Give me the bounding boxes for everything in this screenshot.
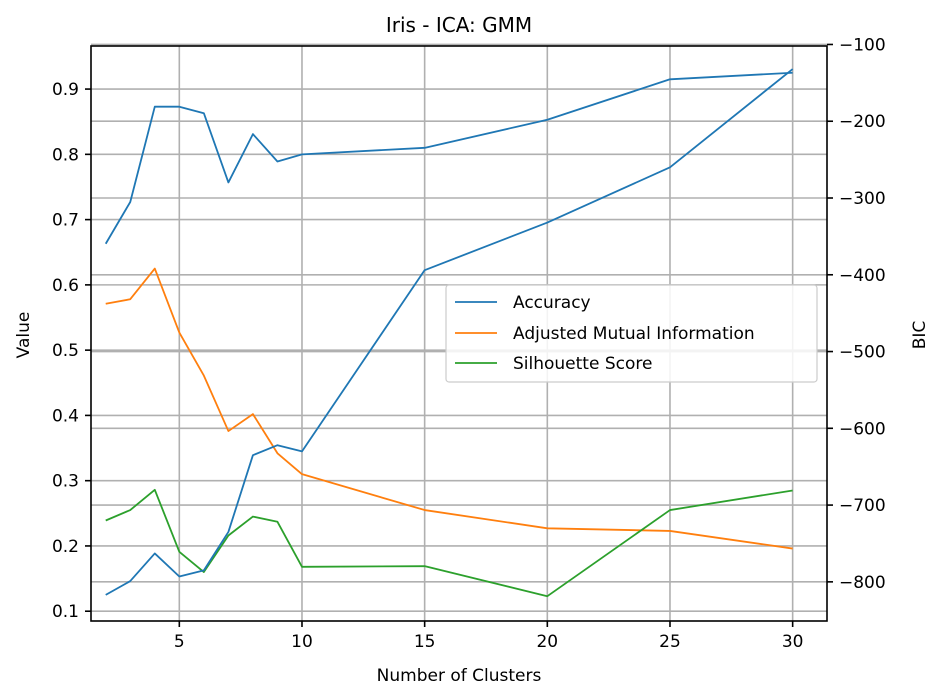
legend-box xyxy=(445,284,818,383)
legend-label-ami: Adjusted Mutual Information xyxy=(513,324,755,344)
series-line-silhouette-score xyxy=(105,488,793,598)
legend-label-accuracy: Accuracy xyxy=(513,293,591,313)
y-tick-label: 0.6 xyxy=(52,276,79,296)
series-line-bic xyxy=(105,68,794,596)
y2-tick-label: −800 xyxy=(839,573,886,593)
legend-label-silhouette: Silhouette Score xyxy=(513,354,652,374)
grid-lines xyxy=(91,43,827,621)
y2-axis-label: BIC xyxy=(910,321,930,350)
y-axis-label: Value xyxy=(14,312,34,359)
y-tick-label: 0.4 xyxy=(52,406,79,426)
y-tick-label: 0.2 xyxy=(52,537,79,557)
y-tick-label: 0.7 xyxy=(52,211,79,231)
y-tick-label: 0.9 xyxy=(52,80,79,100)
plot-frame xyxy=(90,45,828,622)
x-axis-label: Number of Clusters xyxy=(377,666,542,686)
y2-tick-label: −100 xyxy=(839,35,886,55)
x-tick-label: 20 xyxy=(536,632,558,652)
series-lines xyxy=(104,68,794,598)
y2-tick-label: −300 xyxy=(839,189,886,209)
legend: Accuracy Adjusted Mutual Information Sil… xyxy=(445,284,818,383)
chart-title: Iris - ICA: GMM xyxy=(386,13,532,37)
x-tick-label: 5 xyxy=(174,632,185,652)
y2-tick-label: −400 xyxy=(839,266,886,286)
x-tick-label: 15 xyxy=(414,632,436,652)
series-line-accuracy xyxy=(104,71,793,245)
y-tick-label: 0.8 xyxy=(52,145,79,165)
y-tick-label: 0.3 xyxy=(52,472,79,492)
y2-tick-label: −500 xyxy=(839,343,886,363)
x-tick-label: 10 xyxy=(291,632,313,652)
x-tick-label: 30 xyxy=(782,632,804,652)
x-tick-label: 25 xyxy=(659,632,681,652)
series-line-adjusted-mutual-information xyxy=(105,267,793,550)
y-tick-label: 0.5 xyxy=(52,341,79,361)
axis-ticks: 5 10 15 20 25 30 0.1 0.2 0.3 0.4 0.5 0.6 0.7 0.8 0.9 −8… xyxy=(52,35,886,652)
y2-tick-label: −600 xyxy=(839,419,886,439)
y2-tick-label: −200 xyxy=(839,112,886,132)
y2-tick-label: −700 xyxy=(839,496,886,516)
y-tick-label: 0.1 xyxy=(52,602,79,622)
